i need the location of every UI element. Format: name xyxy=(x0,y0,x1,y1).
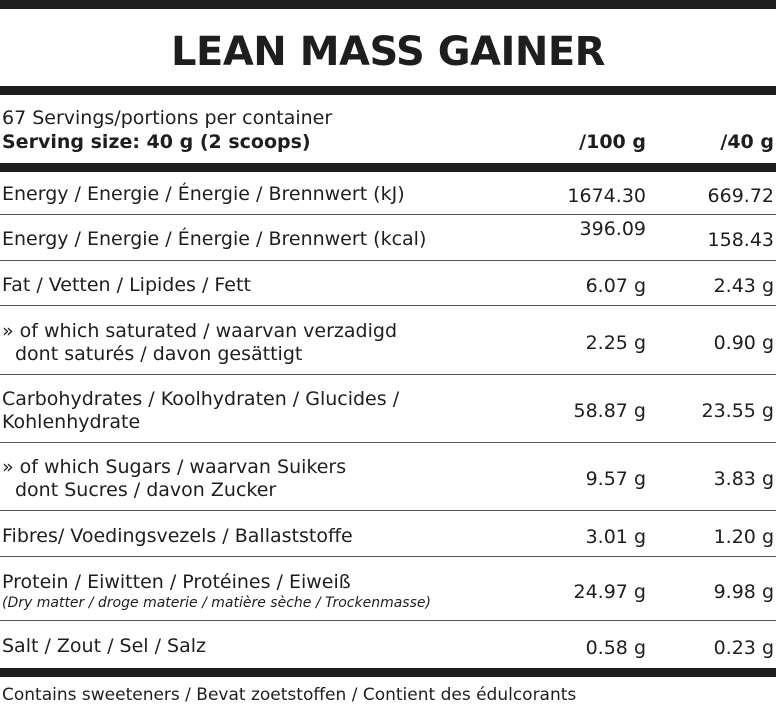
row-label-protein-dry-matter: (Dry matter / droge materie / matière sè… xyxy=(2,595,431,611)
row-value-protein-40g: 9.98 g xyxy=(713,581,774,603)
row-divider xyxy=(0,556,776,557)
title-bottom-bar xyxy=(0,86,776,95)
row-label-carbohydrates-line2: Kohlenhydrate xyxy=(2,411,141,433)
row-label-energy-kcal: Energy / Energie / Énergie / Brennwert (… xyxy=(2,228,427,250)
row-label-saturated: » of which saturated / waarvan verzadigd… xyxy=(2,320,397,366)
row-value-sugars-100g: 9.57 g xyxy=(585,468,646,490)
row-value-saturated-40g: 0.90 g xyxy=(713,332,774,354)
page-title: LEAN MASS GAINER xyxy=(171,29,605,75)
column-header-40g: /40 g xyxy=(720,131,774,153)
row-value-saturated-100g: 2.25 g xyxy=(585,332,646,354)
row-value-fat-100g: 6.07 g xyxy=(585,275,646,297)
row-divider xyxy=(0,374,776,375)
row-value-carbohydrates-100g: 58.87 g xyxy=(573,400,647,422)
row-divider xyxy=(0,620,776,621)
row-label-fibres: Fibres/ Voedingsvezels / Ballaststoffe xyxy=(2,525,353,547)
serving-size: Serving size: 40 g (2 scoops) xyxy=(2,131,311,153)
sweeteners-notice: Contains sweeteners / Bevat zoetstoffen … xyxy=(2,685,577,705)
row-label-energy-kj: Energy / Energie / Énergie / Brennwert (… xyxy=(2,183,405,205)
row-value-energy-kcal-100g: 396.09 xyxy=(579,218,646,240)
row-divider xyxy=(0,510,776,511)
row-value-salt-40g: 0.23 g xyxy=(713,637,774,659)
table-bottom-bar xyxy=(0,668,776,677)
servings-per-container: 67 Servings/portions per container xyxy=(2,107,333,129)
row-value-energy-kcal-40g: 158.43 xyxy=(707,229,774,251)
row-value-carbohydrates-40g: 23.55 g xyxy=(701,400,775,422)
row-label-sugars: » of which Sugars / waarvan Suikers dont… xyxy=(2,456,346,502)
row-label-salt: Salt / Zout / Sel / Salz xyxy=(2,635,206,657)
row-divider xyxy=(0,305,776,306)
row-value-salt-100g: 0.58 g xyxy=(585,637,646,659)
row-divider xyxy=(0,214,776,215)
row-value-sugars-40g: 3.83 g xyxy=(713,468,774,490)
row-label-carbohydrates: Carbohydrates / Koolhydraten / Glucides … xyxy=(2,388,399,434)
row-label-sugars-line2: dont Sucres / davon Zucker xyxy=(15,479,277,501)
row-value-energy-kj-100g: 1674.30 xyxy=(567,185,646,207)
row-value-protein-100g: 24.97 g xyxy=(573,581,647,603)
row-value-fat-40g: 2.43 g xyxy=(713,275,774,297)
row-label-fat: Fat / Vetten / Lipides / Fett xyxy=(2,274,251,296)
row-value-fibres-40g: 1.20 g xyxy=(713,526,774,548)
header-bottom-bar xyxy=(0,163,776,172)
row-label-protein-line1: Protein / Eiwitten / Protéines / Eiweiß xyxy=(2,571,351,593)
row-value-energy-kj-40g: 669.72 xyxy=(707,185,774,207)
row-label-saturated-line1: » of which saturated / waarvan verzadigd xyxy=(2,320,398,342)
row-divider xyxy=(0,442,776,443)
top-bar xyxy=(0,0,776,9)
row-label-sugars-line1: » of which Sugars / waarvan Suikers xyxy=(2,456,347,478)
row-label-protein: Protein / Eiwitten / Protéines / Eiweiß … xyxy=(2,571,431,612)
column-header-100g: /100 g xyxy=(579,131,646,153)
row-value-fibres-100g: 3.01 g xyxy=(585,526,646,548)
row-label-carbohydrates-line1: Carbohydrates / Koolhydraten / Glucides … xyxy=(2,388,400,410)
row-divider xyxy=(0,260,776,261)
row-label-saturated-line2: dont saturés / davon gesättigt xyxy=(15,343,303,365)
